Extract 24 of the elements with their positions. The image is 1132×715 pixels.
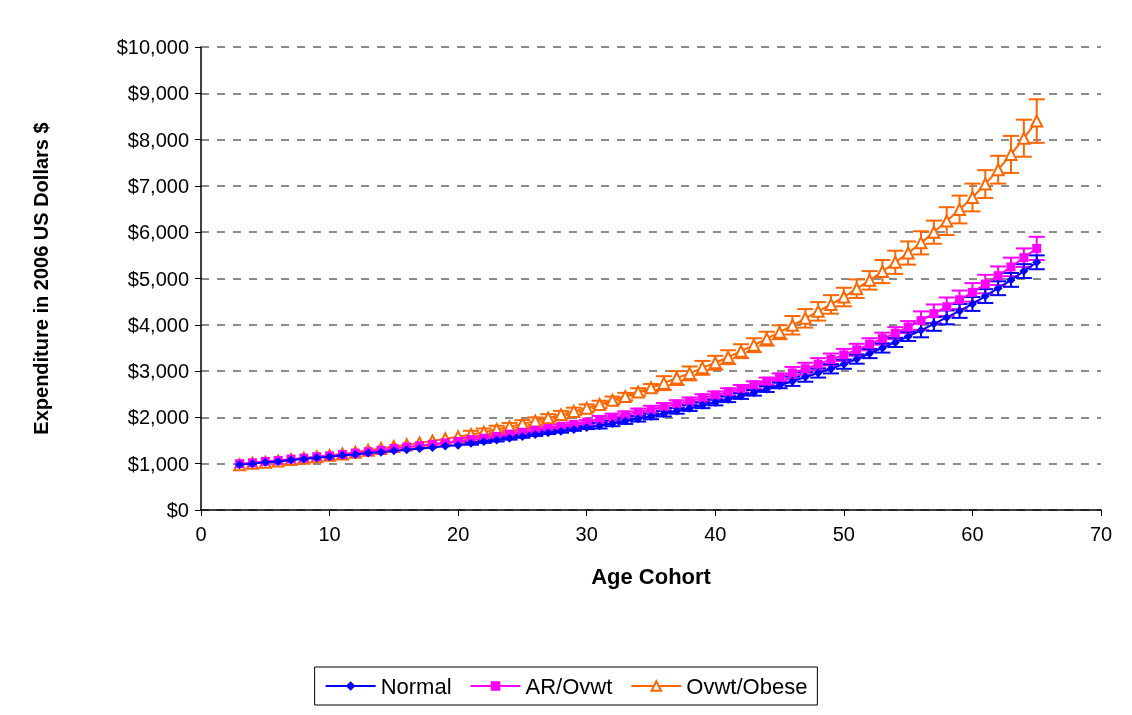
x-tick-label: 60	[961, 523, 984, 545]
y-tick-label: $0	[166, 499, 189, 521]
legend-label: AR/Ovwt	[525, 673, 613, 699]
y-tick-label: $4,000	[127, 313, 189, 336]
x-tick-label: 50	[832, 523, 855, 545]
x-tick-label: 40	[704, 523, 727, 545]
x-tick-label: 70	[1089, 523, 1113, 545]
x-tick-label: 20	[447, 523, 470, 545]
x-tick-label: 30	[575, 523, 598, 545]
y-tick-label: $8,000	[127, 128, 189, 151]
y-tick-label: $2,000	[127, 406, 189, 429]
y-axis-title: Expenditure in 2006 US Dollars $	[30, 122, 52, 435]
x-axis-title: Age Cohort	[591, 563, 712, 589]
legend-label: Normal	[380, 673, 452, 699]
y-tick-label: $10,000	[116, 36, 189, 58]
y-tick-label: $7,000	[127, 174, 189, 197]
x-tick-label: 10	[318, 523, 341, 545]
y-tick-label: $6,000	[127, 221, 189, 244]
legend-label: Ovwt/Obese	[686, 673, 808, 699]
y-tick-label: $5,000	[127, 267, 189, 290]
x-tick-label: 0	[195, 523, 207, 545]
y-tick-label: $9,000	[127, 82, 189, 105]
y-tick-label: $3,000	[127, 360, 189, 383]
y-tick-label: $1,000	[127, 452, 189, 475]
